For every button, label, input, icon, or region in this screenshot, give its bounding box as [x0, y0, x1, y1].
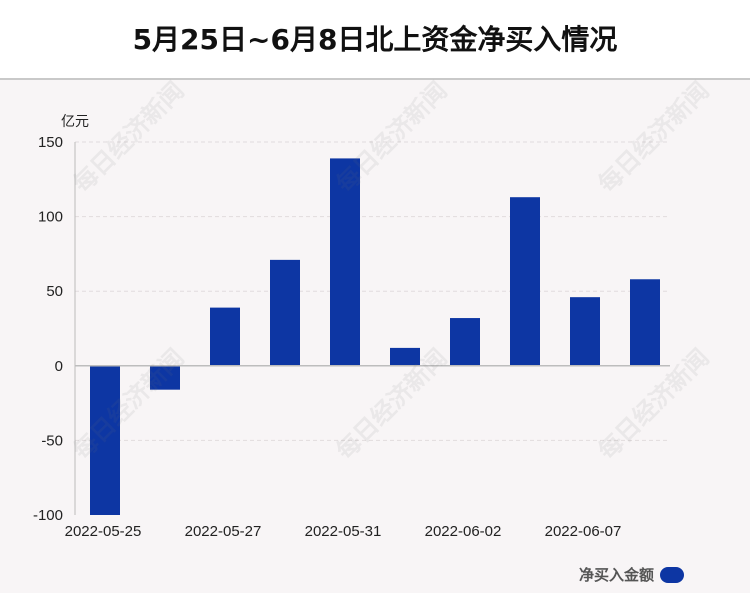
bar	[150, 365, 180, 390]
legend: 净买入金额	[579, 564, 684, 585]
bar	[210, 307, 240, 366]
x-tick-label: 2022-06-02	[425, 523, 502, 540]
x-tick-label: 2022-06-07	[545, 523, 622, 540]
y-tick-label: 100	[38, 209, 63, 226]
bar	[90, 365, 120, 515]
legend-label: 净买入金额	[578, 566, 654, 584]
title-bar: 5月25日~6月8日北上资金净买入情况	[0, 0, 750, 80]
bar	[630, 279, 660, 366]
bar	[450, 318, 480, 366]
y-tick-label: -50	[41, 432, 63, 449]
x-tick-label: 2022-05-31	[305, 523, 382, 540]
y-tick-label: 50	[46, 283, 63, 300]
bar	[330, 158, 360, 366]
bar	[390, 347, 420, 366]
y-tick-label: 150	[38, 134, 63, 151]
legend-swatch	[660, 566, 684, 583]
y-tick-label: 0	[55, 358, 63, 375]
bar	[270, 259, 300, 366]
y-unit-label: 亿元	[61, 114, 89, 130]
chart-title: 5月25日~6月8日北上资金净买入情况	[132, 23, 618, 56]
x-tick-label: 2022-05-27	[185, 523, 262, 540]
bar	[510, 197, 540, 366]
y-tick-label: -100	[33, 507, 63, 524]
x-tick-label: 2022-05-25	[65, 523, 142, 540]
bar	[570, 297, 600, 366]
